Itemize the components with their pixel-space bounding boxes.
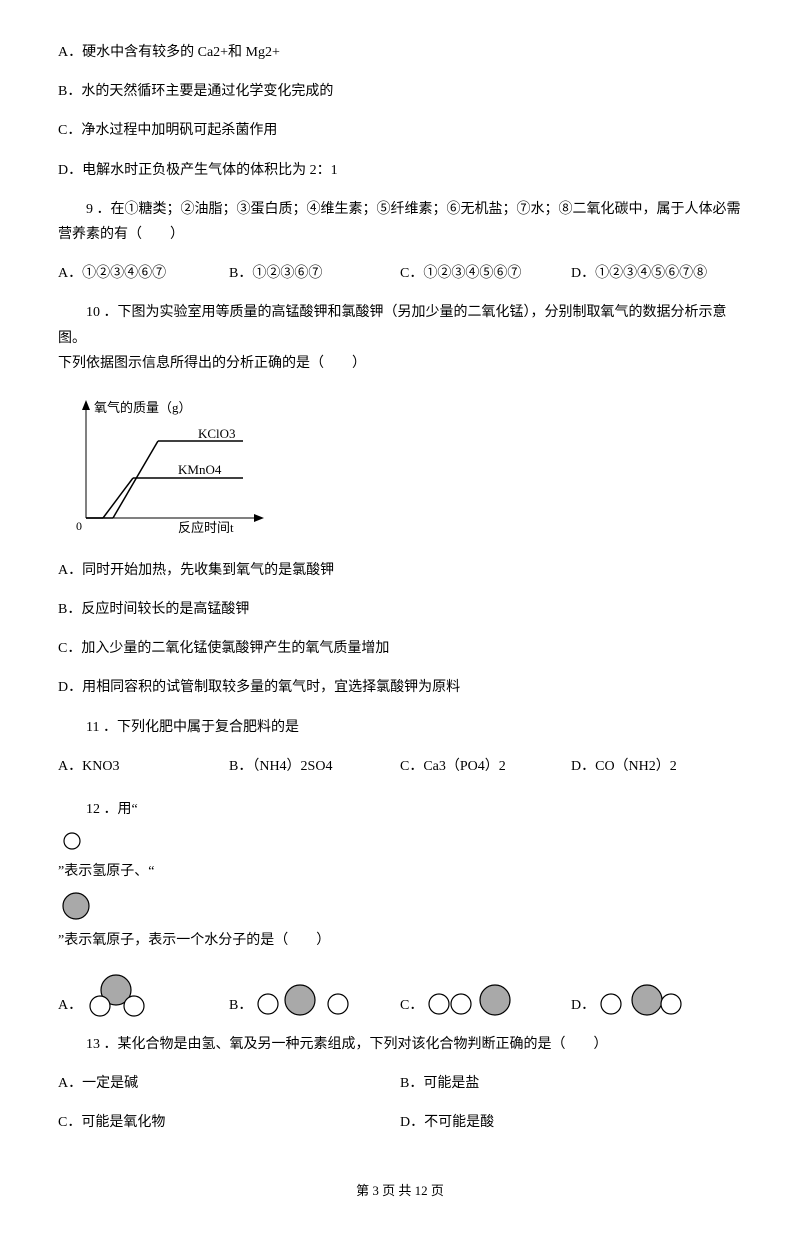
q12-d-label: D． [571,993,595,1018]
q9-option-a: A．①②③④⑥⑦ [58,261,229,286]
q12-option-c: C． [400,982,571,1018]
q11-options: A．KNO3 B．（NH4）2SO4 C．Ca3（PO4）2 D．CO（NH2）… [58,754,742,779]
q10-stem: 10 ．下图为实验室用等质量的高锰酸钾和氯酸钾（另加少量的二氧化锰），分别制取氧… [58,300,742,376]
q13-option-a: A．一定是碱 [58,1071,400,1096]
q9-options: A．①②③④⑥⑦ B．①②③⑥⑦ C．①②③④⑤⑥⑦ D．①②③④⑤⑥⑦⑧ [58,261,742,286]
q12-c-diagram [427,982,517,1018]
q10-option-d: D．用相同容积的试管制取较多量的氧气时，宜选择氯酸钾为原料 [58,675,742,700]
q11-option-c: C．Ca3（PO4）2 [400,754,571,779]
q12-option-a: A． [58,972,229,1018]
q11-stem: 11 ．下列化肥中属于复合肥料的是 [58,715,742,740]
q10-option-b: B．反应时间较长的是高锰酸钾 [58,597,742,622]
q12-a-label: A． [58,993,82,1018]
q12-c-label: C． [400,993,423,1018]
q12-d-diagram [599,982,689,1018]
q8-option-b: B．水的天然循环主要是通过化学变化完成的 [58,79,742,104]
q9-option-b: B．①②③⑥⑦ [229,261,400,286]
q11-option-b: B．（NH4）2SO4 [229,754,400,779]
q12-stem: 12 ．用“ ”表示氢原子、“ ”表示氧原子，表示一个水分子的是（ ） [58,793,742,958]
q9-option-c: C．①②③④⑤⑥⑦ [400,261,571,286]
q13-stem: 13 ．某化合物是由氢、氧及另一种元素组成，下列对该化合物判断正确的是（ ） [58,1032,742,1057]
q8-option-d: D．电解水时正负极产生气体的体积比为 2：1 [58,158,742,183]
q12-option-d: D． [571,982,742,1018]
chart-ylabel: 氧气的质量（g） [94,400,192,415]
q10-stem-2: 下列依据图示信息所得出的分析正确的是（ ） [58,351,742,376]
q9-option-d: D．①②③④⑤⑥⑦⑧ [571,261,742,286]
q12-b-label: B． [229,993,252,1018]
q9-stem: 9 ．在①糖类；②油脂；③蛋白质；④维生素；⑤纤维素；⑥无机盐；⑦水；⑧二氧化碳… [58,197,742,247]
q12-stem-p3: ”表示氧原子，表示一个水分子的是（ ） [58,933,330,948]
q8-option-c: C．净水过程中加明矾可起杀菌作用 [58,118,742,143]
q12-stem-p2: ”表示氢原子、“ [58,864,154,879]
q11-option-a: A．KNO3 [58,754,229,779]
svg-text:0: 0 [76,519,82,533]
page-footer: 第 3 页 共 12 页 [58,1179,742,1202]
q12-option-b: B． [229,982,400,1018]
q10-chart: 氧气的质量（g） KClO3 KMnO4 0 反应时间t [58,396,742,536]
q10-option-c: C．加入少量的二氧化锰使氯酸钾产生的氧气质量增加 [58,636,742,661]
q12-b-diagram [256,982,356,1018]
q13-option-b: B．可能是盐 [400,1071,742,1096]
q12-stem-p1: 12 ．用“ [86,802,138,817]
hydrogen-atom-icon [58,827,86,855]
q12-options: A． B． C． D． [58,972,742,1018]
q11-option-d: D．CO（NH2）2 [571,754,742,779]
chart-xlabel: 反应时间t [178,520,234,535]
chart-series1: KClO3 [198,426,236,441]
q10-option-a: A．同时开始加热，先收集到氧气的是氯酸钾 [58,558,742,583]
q10-stem-1: 10 ．下图为实验室用等质量的高锰酸钾和氯酸钾（另加少量的二氧化锰），分别制取氧… [58,300,742,350]
oxygen-atom-icon [58,888,94,924]
q12-a-diagram [86,972,158,1018]
q8-option-a: A．硬水中含有较多的 Ca2+和 Mg2+ [58,40,742,65]
q13-options: A．一定是碱 B．可能是盐 C．可能是氧化物 D．不可能是酸 [58,1071,742,1149]
chart-series2: KMnO4 [178,462,222,477]
